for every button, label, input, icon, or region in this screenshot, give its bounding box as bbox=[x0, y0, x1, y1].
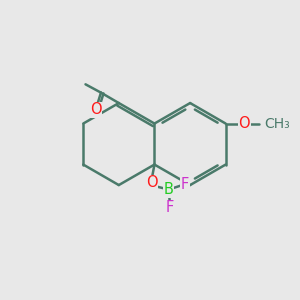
Text: F: F bbox=[181, 177, 189, 192]
Text: O: O bbox=[238, 116, 250, 131]
Text: B: B bbox=[164, 182, 174, 197]
Text: O: O bbox=[146, 176, 157, 190]
Text: O: O bbox=[90, 102, 101, 117]
Text: F: F bbox=[166, 200, 174, 215]
Text: CH₃: CH₃ bbox=[264, 116, 290, 130]
